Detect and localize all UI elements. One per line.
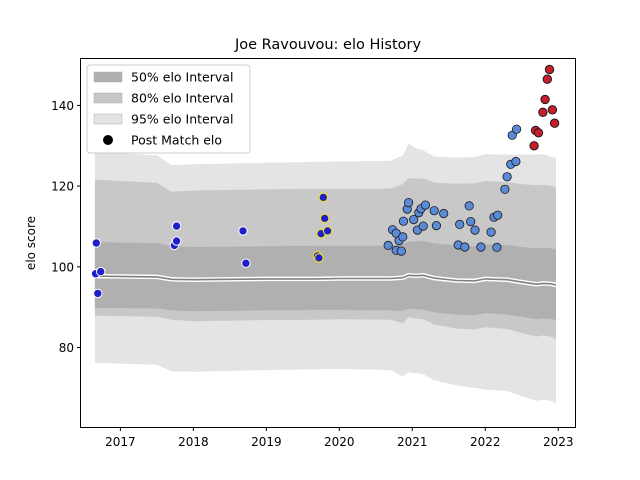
legend-swatch-band: [93, 71, 123, 83]
post-match-elo-point: [429, 206, 439, 216]
legend-frame: [86, 64, 251, 154]
post-match-elo-point: [314, 253, 324, 263]
post-match-elo-point: [533, 128, 544, 138]
post-match-elo-point: [540, 94, 550, 105]
x-tick-label: 2021: [397, 435, 428, 449]
post-match-elo-point: [547, 105, 558, 115]
post-match-elo-point: [171, 221, 182, 231]
legend: 50% elo Interval 80% elo Interval 95% elo …: [86, 64, 251, 154]
post-match-elo-point: [396, 246, 406, 256]
post-match-elo-point: [241, 258, 251, 268]
post-match-elo-point: [502, 172, 512, 182]
legend-label: Post Match elo: [131, 133, 222, 148]
post-match-elo-point: [507, 130, 517, 140]
plot-content: [90, 64, 560, 404]
post-match-elo-point: [466, 217, 476, 227]
legend-label: 50% elo Interval: [131, 70, 233, 85]
y-tick-label: 100: [51, 260, 74, 274]
x-tick-label: 2022: [470, 435, 501, 449]
post-match-elo-point: [529, 141, 539, 151]
post-match-elo-point: [398, 216, 409, 226]
post-match-elo-point: [492, 242, 502, 252]
post-match-elo-point: [486, 227, 496, 237]
post-match-elo-point: [455, 219, 465, 229]
post-match-elo-point: [431, 221, 441, 231]
post-match-elo-point: [318, 192, 329, 203]
chart-title: Joe Ravouvou: elo History: [234, 37, 422, 53]
legend-swatch-marker: [103, 135, 113, 145]
post-match-elo-point: [409, 215, 419, 225]
post-match-elo-point: [511, 124, 522, 134]
plot-frame: [80, 58, 576, 428]
axes: 2017 2018 2019 2020 2021 2022 2023 80 100 120 140: [51, 99, 573, 449]
post-match-elo-point: [418, 221, 428, 231]
y-axis-label: elo score: [24, 216, 38, 270]
x-tick-label: 2020: [324, 435, 355, 449]
post-match-elo-point: [439, 208, 449, 219]
post-match-elo-point: [493, 210, 503, 220]
legend-label: 80% elo Interval: [131, 91, 233, 106]
post-match-elo-point: [319, 213, 330, 224]
post-match-elo-point: [470, 225, 480, 235]
post-match-elo-point: [542, 74, 552, 84]
x-tick-label: 2017: [105, 435, 136, 449]
post-match-elo-point: [383, 240, 393, 250]
y-tick-label: 80: [59, 341, 74, 355]
y-tick-label: 140: [51, 99, 74, 113]
post-match-elo-point: [420, 200, 430, 210]
legend-swatch-band: [93, 113, 123, 125]
x-tick-label: 2018: [178, 435, 209, 449]
post-match-elo-point: [460, 242, 470, 252]
post-match-elo-point: [91, 238, 102, 248]
post-match-elo-point: [171, 236, 182, 246]
plot-area: [90, 64, 560, 404]
post-match-elo-point: [476, 242, 486, 252]
post-match-elo-point: [93, 288, 103, 299]
post-match-elo-point: [544, 64, 555, 75]
post-match-elo-point: [511, 156, 521, 167]
legend-swatch-band: [93, 92, 123, 104]
x-tick-label: 2019: [251, 435, 282, 449]
post-match-elo-point: [403, 198, 414, 208]
post-match-elo-point: [322, 226, 333, 236]
median-line: [94, 274, 557, 286]
post-match-elo-point: [549, 118, 560, 128]
legend-label: 95% elo Interval: [131, 112, 233, 127]
x-tick-label: 2023: [543, 435, 574, 449]
y-tick-label: 120: [51, 180, 74, 194]
post-match-elo-point: [500, 184, 510, 194]
post-match-elo-point: [538, 107, 548, 118]
post-match-elo-point: [238, 226, 248, 236]
post-match-elo-point: [398, 232, 408, 242]
post-match-elo-point: [96, 266, 106, 277]
post-match-elo-point: [464, 201, 474, 211]
